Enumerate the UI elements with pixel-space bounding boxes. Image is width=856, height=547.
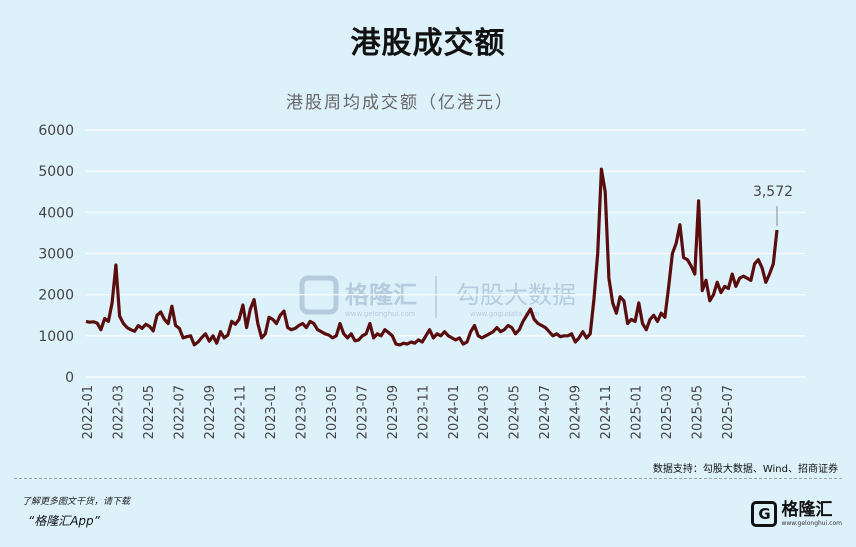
y-tick-label: 5000 bbox=[38, 164, 74, 180]
logo-name: 格隆汇 bbox=[781, 499, 833, 520]
watermark: 格隆汇 www.gelonghui.com 勾股大数据 www.gogudata… bbox=[299, 275, 576, 318]
x-tick-label: 2022-07 bbox=[172, 385, 187, 439]
y-tick-label: 2000 bbox=[38, 288, 74, 304]
x-tick-label: 2025-03 bbox=[660, 385, 675, 439]
x-tick-label: 2024-05 bbox=[508, 385, 523, 439]
logo-url: www.gelonghui.com bbox=[781, 519, 842, 527]
y-tick-label: 6000 bbox=[38, 123, 74, 139]
app-name: “格隆汇App” bbox=[28, 514, 100, 528]
x-tick-label: 2023-01 bbox=[264, 385, 279, 439]
logo-mark-icon: G bbox=[751, 501, 778, 527]
y-tick-label: 3000 bbox=[38, 247, 74, 263]
x-axis: 2022-01 2022-03 2022-05 2022-07 2022-09 2022-… bbox=[81, 385, 736, 439]
footer-divider bbox=[14, 478, 842, 479]
x-tick-label: 2023-07 bbox=[355, 385, 370, 439]
brand-logo: G 格隆汇 www.gelonghui.com bbox=[751, 496, 842, 532]
x-tick-label: 2024-03 bbox=[477, 385, 492, 439]
y-tick-label: 0 bbox=[65, 370, 74, 386]
x-tick-label: 2023-11 bbox=[416, 385, 431, 439]
x-tick-label: 2022-11 bbox=[233, 385, 248, 439]
y-tick-label: 4000 bbox=[38, 205, 74, 221]
source-note: 数据支持：勾股大数据、Wind、招商证券 bbox=[652, 464, 838, 475]
x-tick-label: 2025-07 bbox=[721, 385, 736, 439]
page-title: 港股成交额 bbox=[350, 26, 506, 61]
x-tick-label: 2025-01 bbox=[630, 385, 645, 439]
x-tick-label: 2022-09 bbox=[203, 385, 218, 439]
series-line bbox=[85, 167, 779, 347]
x-tick-label: 2023-09 bbox=[386, 385, 401, 439]
x-tick-label: 2024-07 bbox=[538, 385, 553, 439]
x-tick-label: 2022-03 bbox=[111, 385, 126, 439]
chart-title: 港股周均成交额（亿港元） bbox=[286, 93, 514, 113]
annotation-label: 3,572 bbox=[753, 184, 793, 200]
x-tick-label: 2023-03 bbox=[294, 385, 309, 439]
x-tick-label: 2022-05 bbox=[142, 385, 157, 439]
y-axis: 0 1000 2000 3000 4000 5000 6000 bbox=[38, 123, 74, 386]
x-tick-label: 2022-01 bbox=[81, 385, 96, 439]
y-tick-label: 1000 bbox=[38, 329, 74, 345]
x-tick-label: 2025-05 bbox=[691, 385, 706, 439]
watermark-partner-url: www.gogudata.com bbox=[470, 310, 539, 318]
x-tick-label: 2023-05 bbox=[325, 385, 340, 439]
x-tick-label: 2024-11 bbox=[599, 385, 614, 439]
watermark-brand-url: www.gelonghui.com bbox=[345, 310, 416, 318]
x-tick-label: 2024-09 bbox=[569, 385, 584, 439]
x-tick-label: 2024-01 bbox=[447, 385, 462, 439]
download-tip: 了解更多图文干货，请下载 bbox=[22, 497, 131, 507]
